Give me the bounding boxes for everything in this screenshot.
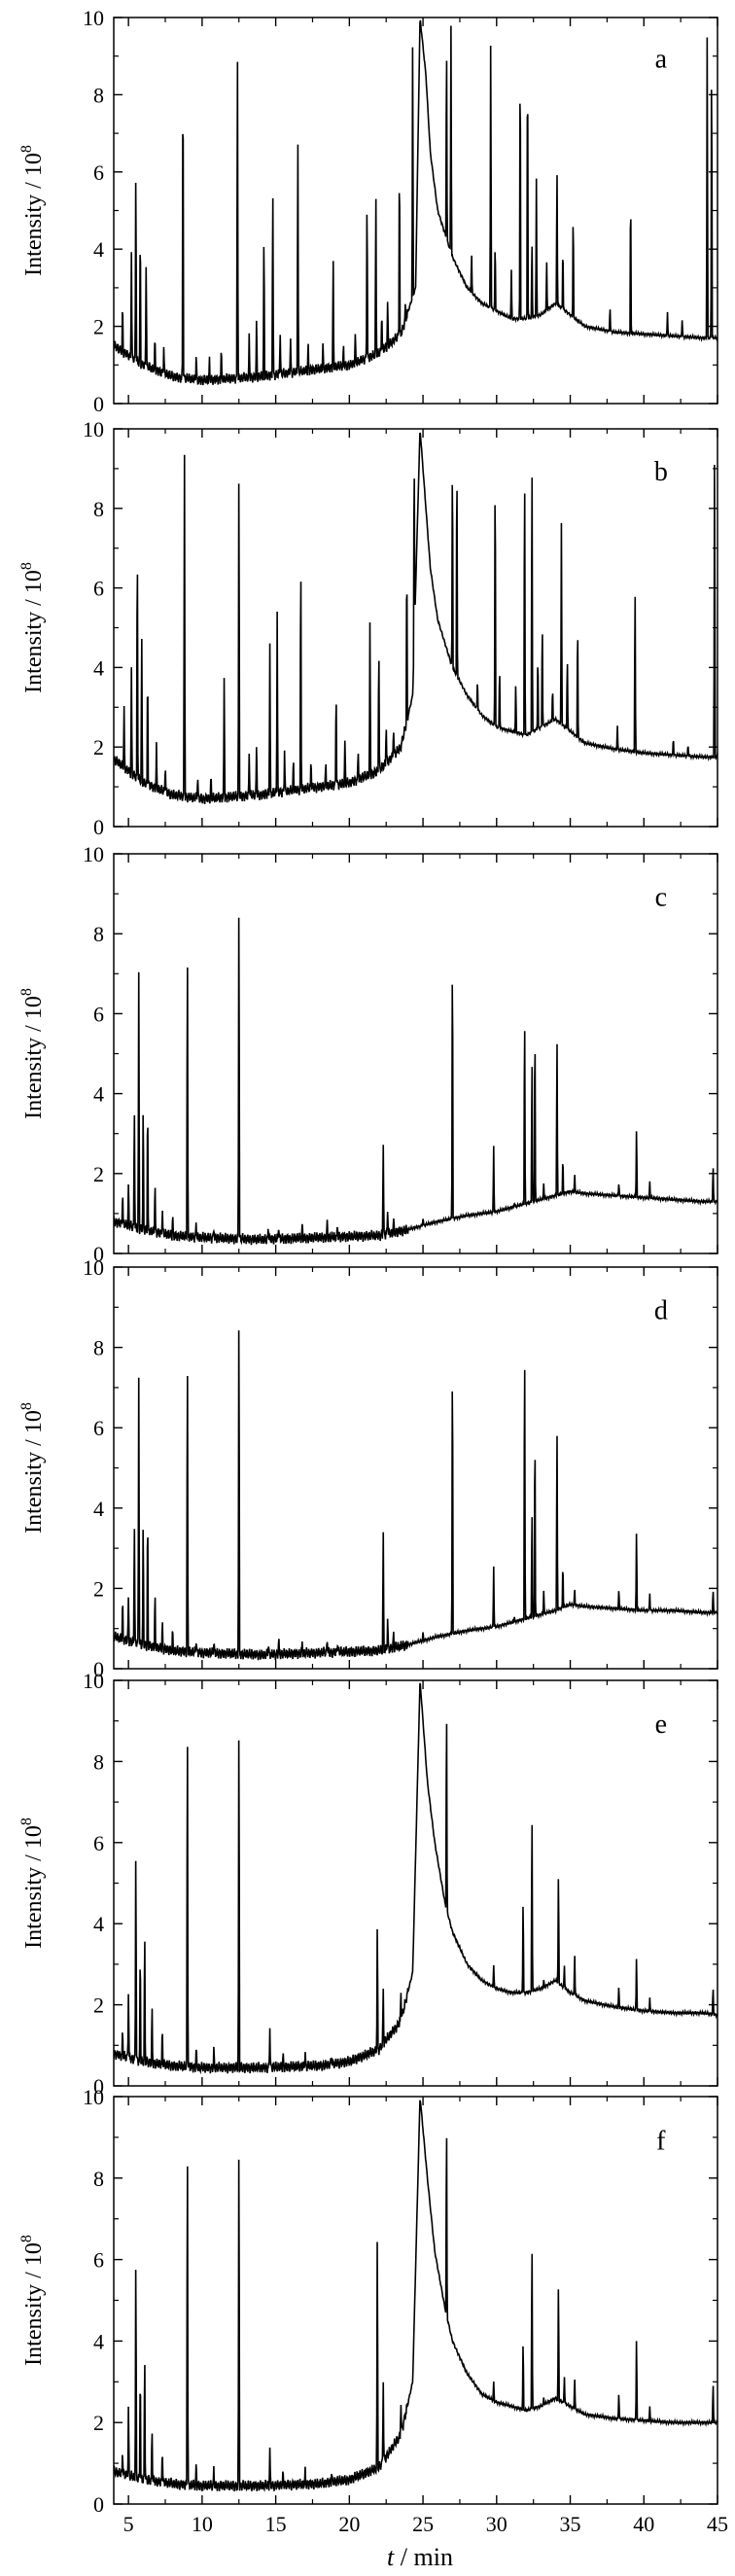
panel-letter-label: c [655,882,667,912]
trace-line [114,1330,718,1661]
panel-letter-label: a [655,45,668,75]
y-tick-label: 6 [93,2248,104,2273]
y-axis-title-exponent: 8 [18,988,35,996]
y-tick-label: 4 [93,655,104,680]
trace-line [114,432,718,804]
panel-letter-label: d [654,1296,668,1326]
x-tick-label: 15 [265,2512,287,2536]
y-tick-label: 6 [93,1416,104,1440]
y-tick-label: 2 [93,1994,104,2018]
y-tick-label: 4 [93,1497,104,1521]
x-tick-label: 45 [707,2512,728,2536]
x-tick-label: 20 [338,2512,360,2536]
trace-line [114,917,718,1246]
y-tick-label: 6 [93,1831,104,1855]
panel-letter-label: e [655,1710,667,1740]
y-tick-label: 10 [83,417,104,441]
y-axis-title-exponent: 8 [18,2235,35,2242]
y-tick-label: 2 [93,1576,104,1601]
y-tick-label: 8 [93,1749,104,1774]
y-tick-label: 0 [93,2492,104,2517]
y-axis-title-text: Intensity / 10 [21,996,47,1119]
y-tick-label: 0 [93,392,104,416]
y-tick-label: 0 [93,815,104,839]
x-tick-label: 40 [633,2512,654,2536]
y-axis-title-text: Intensity / 10 [21,570,47,693]
y-tick-label: 2 [93,735,104,759]
y-axis-title-exponent: 8 [18,562,35,570]
x-tick-label: 5 [123,2512,134,2536]
y-tick-label: 10 [83,842,104,866]
y-axis-title-text: Intensity / 10 [21,153,47,276]
x-tick-label: 35 [560,2512,581,2536]
y-tick-label: 6 [93,160,104,185]
plot-frame [113,428,718,828]
y-tick-label: 2 [93,315,104,339]
y-tick-label: 10 [83,2085,104,2109]
y-axis-title-exponent: 8 [18,1817,35,1825]
y-axis-title: Intensity / 108 [18,1817,47,1949]
y-axis-title-exponent: 8 [18,1402,35,1410]
y-axis-title: Intensity / 108 [18,988,47,1119]
y-tick-label: 0 [93,1242,104,1266]
y-axis-title-exponent: 8 [18,145,35,153]
y-axis-title: Intensity / 108 [18,2235,47,2366]
y-tick-label: 4 [93,237,104,262]
y-tick-label: 4 [93,2329,104,2353]
trace-line [114,2100,718,2492]
trace-line [114,1682,718,2075]
x-axis-unit: / min [394,2543,453,2571]
y-tick-label: 0 [93,1657,104,1681]
x-axis-variable: t [387,2543,395,2571]
x-tick-label: 30 [486,2512,508,2536]
y-axis-title-text: Intensity / 10 [21,1825,47,1949]
y-axis-title: Intensity / 108 [18,1402,47,1534]
x-axis-title: t / min [387,2543,453,2571]
x-tick-label: 10 [192,2512,213,2536]
y-axis-title: Intensity / 108 [18,145,47,276]
y-tick-label: 10 [83,1669,104,1693]
x-tick-label: 25 [412,2512,434,2536]
y-tick-label: 2 [93,2411,104,2435]
panel-letter-label: b [654,457,668,487]
y-tick-label: 6 [93,577,104,601]
y-tick-label: 10 [83,1255,104,1280]
y-tick-label: 10 [83,6,104,30]
y-tick-label: 8 [93,83,104,107]
y-tick-label: 6 [93,1002,104,1026]
y-tick-label: 4 [93,1912,104,1936]
y-tick-label: 0 [93,2074,104,2099]
plot-frame [113,853,718,1254]
y-tick-label: 4 [93,1082,104,1107]
trace-line [114,19,718,386]
y-tick-label: 8 [93,922,104,946]
y-tick-label: 2 [93,1162,104,1186]
y-axis-title-text: Intensity / 10 [21,1410,47,1534]
y-axis-title-text: Intensity / 10 [21,2242,47,2366]
plot-frame [113,2096,718,2505]
y-axis-title: Intensity / 108 [18,562,47,693]
plot-frame [113,17,718,405]
y-tick-label: 8 [93,2167,104,2191]
panel-letter-label: f [656,2126,666,2156]
y-tick-label: 8 [93,497,104,521]
y-tick-label: 8 [93,1336,104,1360]
